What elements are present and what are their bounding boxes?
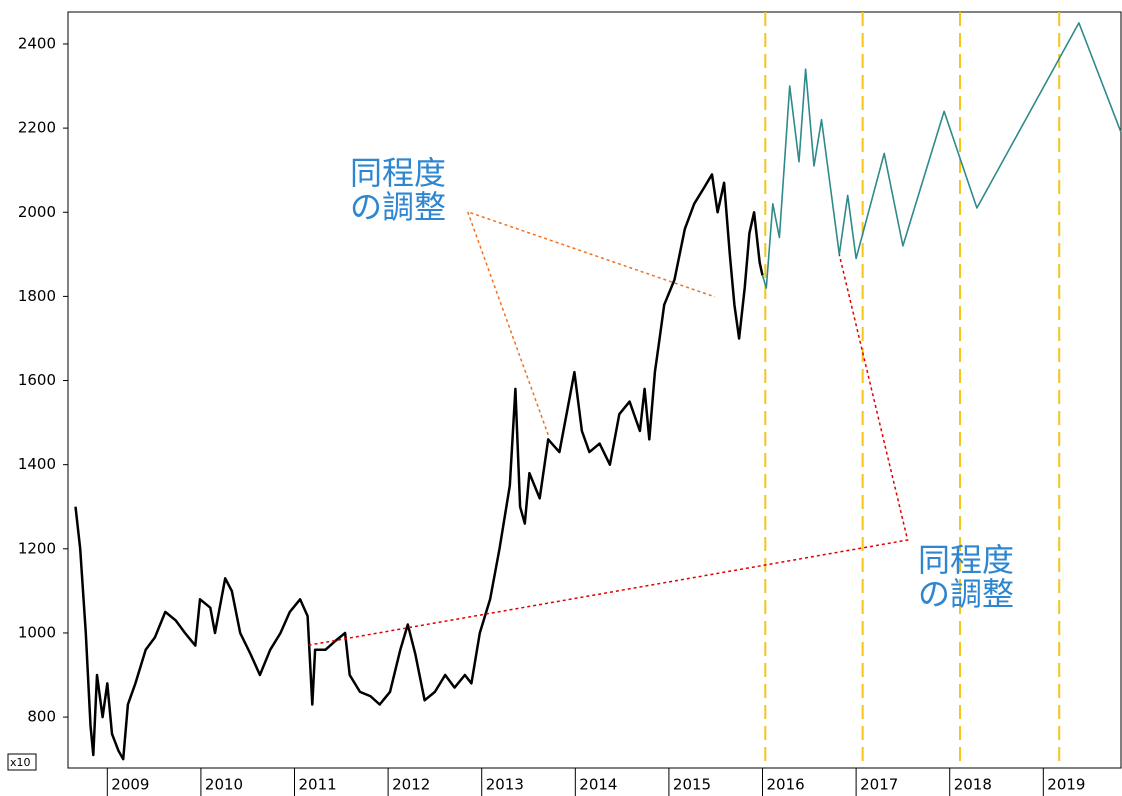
annotation-text: の調整 — [350, 188, 446, 226]
x-tick-label: 2014 — [579, 776, 617, 794]
unit-box — [7, 753, 37, 771]
x-tick-label: 2018 — [954, 776, 992, 794]
y-tick-label: 1600 — [18, 371, 56, 389]
y-tick-label: 1200 — [18, 539, 56, 557]
annotation-text: の調整 — [918, 575, 1014, 613]
x-tick-label: 2015 — [673, 776, 711, 794]
plot-frame — [67, 11, 1122, 769]
y-tick-label: 1000 — [18, 623, 56, 641]
y-tick-label: 1400 — [18, 455, 56, 473]
x-tick-label: 2017 — [860, 776, 898, 794]
y-tick-label: 800 — [27, 708, 56, 726]
y-tick-label: 2000 — [18, 203, 56, 221]
y-tick-label: 1800 — [18, 287, 56, 305]
price-line — [761, 22, 1122, 289]
annotation-text: 同程度 — [918, 541, 1014, 579]
x-tick-label: 2011 — [299, 776, 337, 794]
x-tick-label: 2010 — [205, 776, 243, 794]
annotation-line — [308, 254, 909, 646]
annotation-text: 同程度 — [350, 154, 446, 192]
x-tick-label: 2013 — [486, 776, 524, 794]
x-tick-label: 2012 — [392, 776, 430, 794]
x-tick-label: 2016 — [767, 776, 805, 794]
x-tick-label: 2019 — [1047, 776, 1085, 794]
x-tick-label: 2009 — [111, 776, 149, 794]
y-tick-label: 2400 — [18, 34, 56, 52]
y-tick-label: 2200 — [18, 119, 56, 137]
price-line — [74, 173, 764, 761]
axis-unit-label: x10 — [10, 756, 31, 769]
annotation-line — [466, 210, 716, 436]
